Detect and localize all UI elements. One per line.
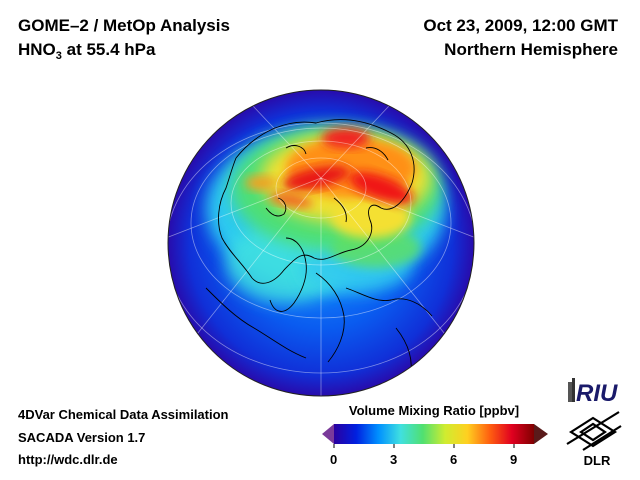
assimilation-method: 4DVar Chemical Data Assimilation xyxy=(18,407,229,422)
colorbar-low-arrow xyxy=(322,424,334,444)
product-title: GOME–2 / MetOp Analysis xyxy=(18,16,230,35)
colorbar-tick-label: 6 xyxy=(450,452,458,467)
dlr-logo-text: DLR xyxy=(584,453,611,468)
graticule xyxy=(168,90,474,396)
riu-logo-text: RIU xyxy=(576,380,618,406)
colorbar-tick-label: 0 xyxy=(330,452,338,467)
colorbar xyxy=(322,424,548,448)
region-label: Northern Hemisphere xyxy=(444,40,618,59)
species-name: HNO xyxy=(18,40,56,59)
colorbar-tick-label: 9 xyxy=(510,452,518,467)
colorbar-title: Volume Mixing Ratio [ppbv] xyxy=(348,403,520,418)
pressure-level: at 55.4 hPa xyxy=(61,40,156,59)
website-link[interactable]: http://wdc.dlr.de xyxy=(18,452,118,467)
coastlines xyxy=(205,119,433,379)
hno3-field xyxy=(168,90,474,396)
software-version: SACADA Version 1.7 xyxy=(18,429,146,445)
species-level: HNO3 at 55.4 hPa xyxy=(18,38,230,64)
globe-outline xyxy=(167,89,475,397)
footer-block: 4DVar Chemical Data Assimilation SACADA … xyxy=(18,404,229,472)
date-block: Oct 23, 2009, 12:00 GMT Northern Hemisph… xyxy=(423,14,618,62)
hemisphere-map xyxy=(167,89,475,397)
colorbar-tick-label: 3 xyxy=(390,452,398,467)
analysis-datetime: Oct 23, 2009, 12:00 GMT xyxy=(423,16,618,35)
species-subscript: 3 xyxy=(55,50,62,62)
riu-logo: RIU xyxy=(568,378,618,406)
title-block: GOME–2 / MetOp Analysis HNO3 at 55.4 hPa xyxy=(18,14,230,64)
dlr-logo: DLR xyxy=(566,411,622,468)
colorbar-ramp xyxy=(334,424,534,444)
colorbar-tick-marks xyxy=(333,444,515,448)
colorbar-high-arrow xyxy=(534,424,548,444)
